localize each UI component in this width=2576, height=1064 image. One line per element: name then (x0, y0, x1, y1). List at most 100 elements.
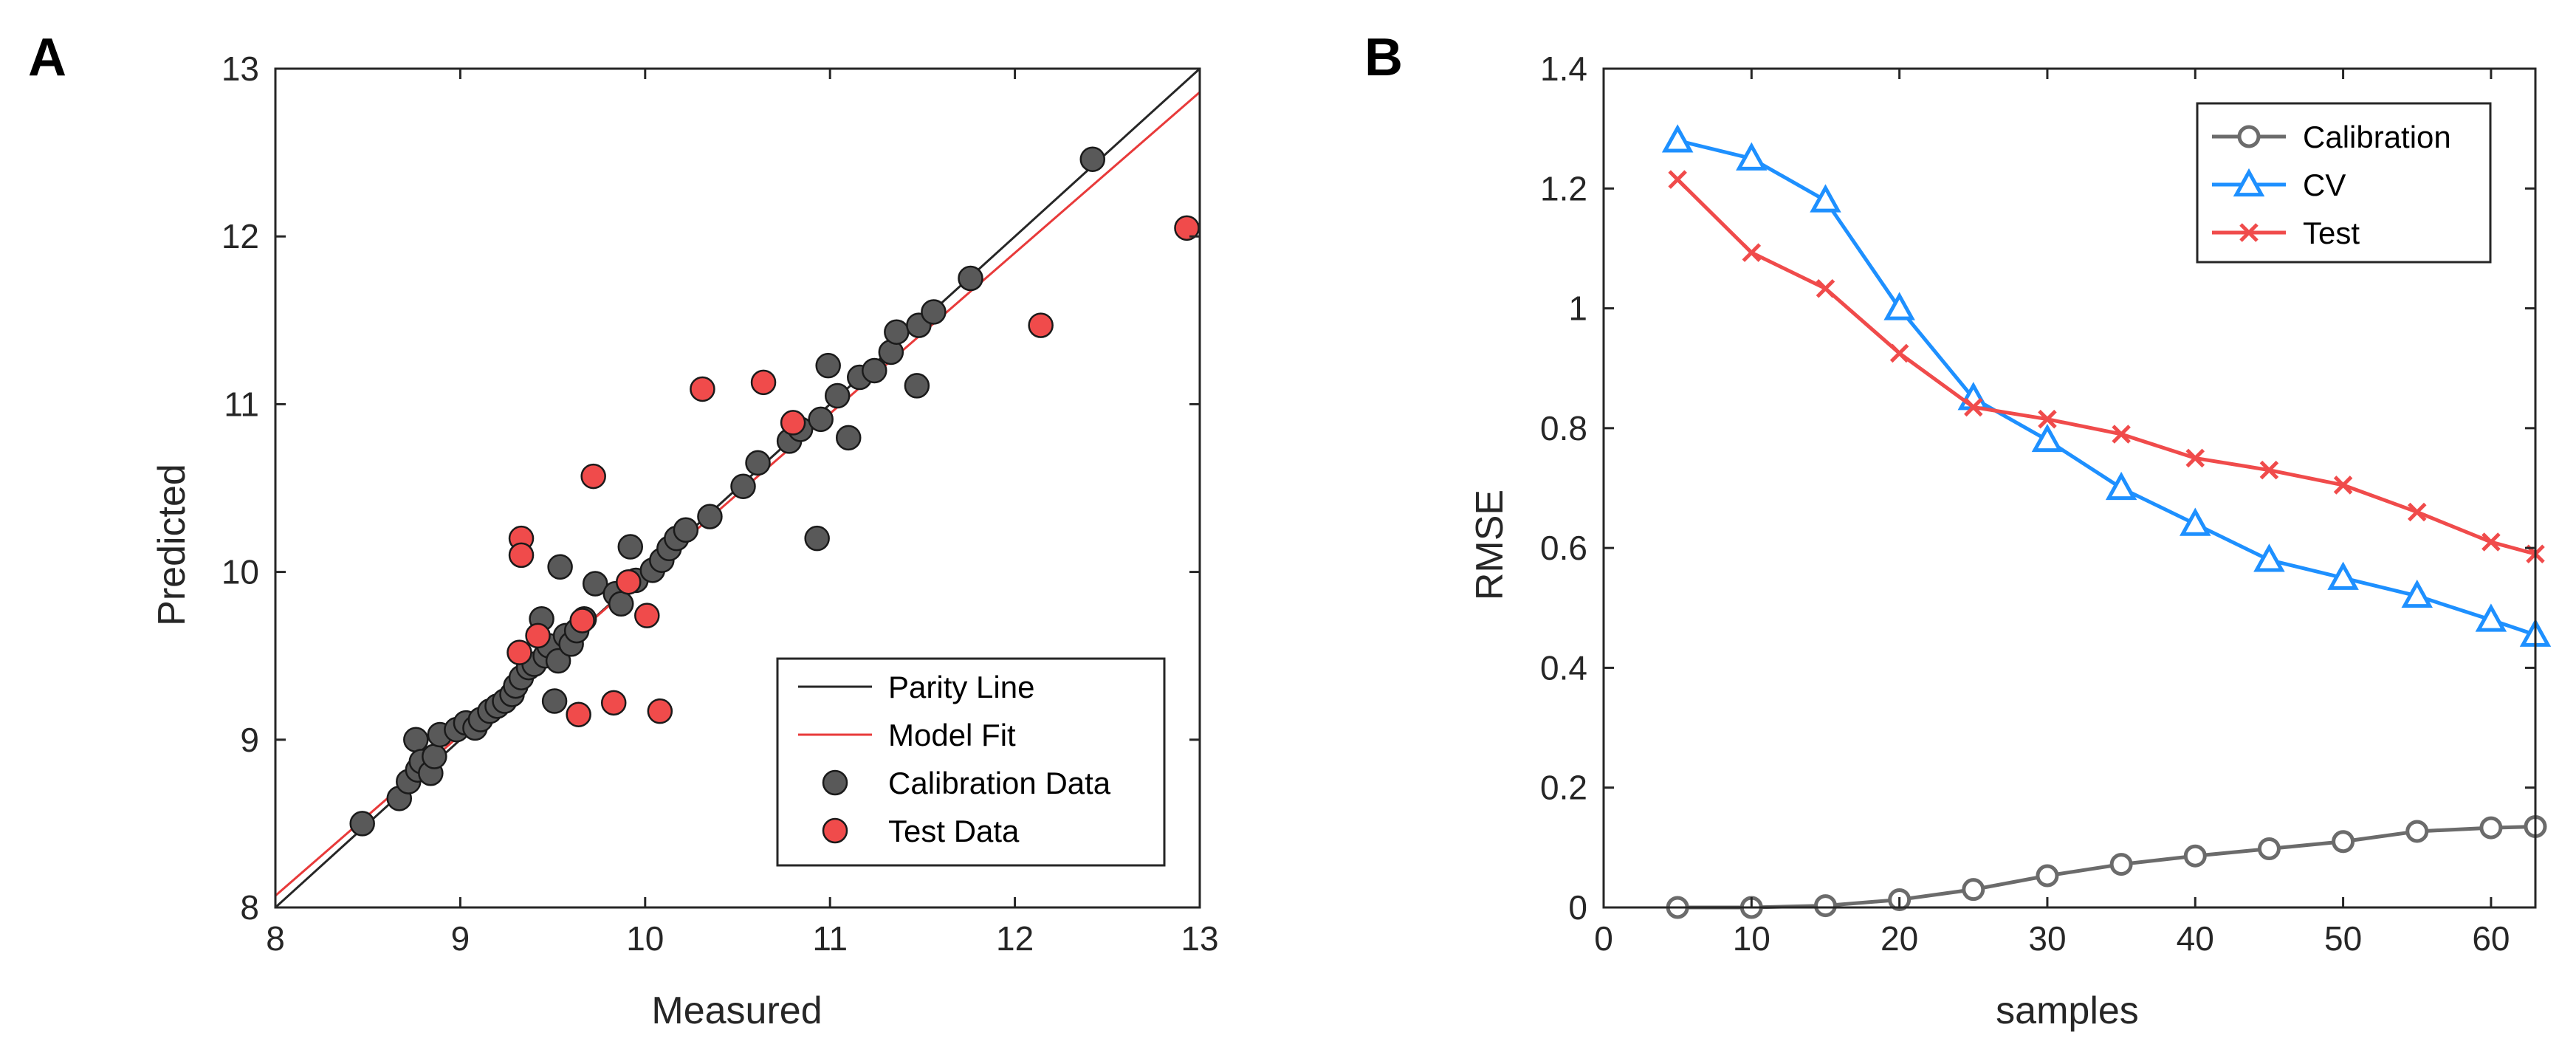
calibration-point (582, 571, 608, 597)
data-point-test (1742, 243, 1762, 262)
calibration-point (745, 450, 771, 476)
test-point (508, 542, 535, 569)
calibration-point (1079, 146, 1106, 172)
calibration-point (403, 727, 429, 753)
data-point-test (1668, 170, 1687, 189)
data-point-cv (1736, 142, 1768, 171)
y-tick-label: 10 (221, 553, 259, 591)
test-point (780, 410, 806, 436)
x-tick-label: 10 (1733, 919, 1770, 958)
data-point-calibration (2332, 830, 2355, 854)
data-point-test (2259, 460, 2279, 480)
panel-a-chart: A Measured Predicted 8 9 10 11 12 13 8 9 10 11 12 1… (28, 28, 1219, 1032)
data-point-cv (2105, 471, 2137, 501)
legend-label: Test (2303, 216, 2360, 250)
data-point-cv (2475, 603, 2507, 632)
legend-marker-swatch (2233, 168, 2265, 197)
data-point-test (1816, 279, 1835, 298)
calibration-point (884, 319, 910, 345)
data-point-calibration (2405, 820, 2429, 843)
test-point (566, 701, 591, 727)
y-tick-label: 0.6 (1540, 529, 1587, 567)
calibration-point (545, 648, 571, 674)
calibration-point (349, 811, 375, 837)
data-point-calibration (2109, 853, 2133, 876)
test-point (1028, 312, 1054, 338)
panel-a-label: A (28, 28, 66, 87)
data-point-calibration (2479, 816, 2503, 840)
data-point-test (2333, 476, 2353, 495)
x-tick-label: 0 (1594, 919, 1613, 958)
test-point (690, 376, 715, 402)
y-tick-label: 0.8 (1540, 409, 1587, 447)
test-point (525, 622, 551, 649)
calibration-point (547, 554, 573, 580)
data-point-calibration (2183, 844, 2207, 868)
calibration-point (958, 265, 983, 292)
y-tick-label: 0.4 (1540, 648, 1587, 687)
series-line-calibration (1677, 824, 2536, 910)
y-tick-label: 9 (240, 721, 259, 759)
y-tick-label: 13 (221, 49, 259, 88)
y-tick-label: 0 (1568, 888, 1587, 927)
x-tick-label: 13 (1181, 919, 1218, 958)
legend-label: CV (2303, 168, 2346, 202)
data-point-test (2481, 532, 2501, 552)
data-point-cv (2180, 507, 2211, 536)
x-tick-label: 9 (451, 919, 470, 958)
x-tick-label: 10 (626, 919, 664, 958)
y-tick-label: 1.4 (1540, 49, 1587, 88)
panel-b-chart: B samples RMSE 0 10 20 30 40 50 60 0 0.2 0.4 0.6 0.… (1364, 28, 2552, 1032)
calibration-point (804, 525, 830, 552)
y-tick-label: 1.2 (1540, 169, 1587, 207)
calibration-point (730, 473, 756, 499)
calibration-point (904, 373, 930, 399)
x-tick-label: 40 (2177, 919, 2214, 958)
panel-b-plot-frame (1602, 67, 2537, 909)
data-point-cv (2253, 543, 2285, 572)
legend-marker-swatch (822, 817, 848, 844)
panel-b-y-axis-label: RMSE (1469, 490, 1511, 600)
data-point-cv (1661, 124, 1694, 153)
x-tick-label: 8 (266, 919, 285, 958)
y-tick-label: 11 (224, 385, 259, 423)
x-tick-label: 30 (2028, 919, 2066, 958)
test-point (600, 690, 627, 716)
calibration-point (824, 382, 851, 409)
calibration-point (921, 299, 947, 325)
calibration-point (422, 744, 447, 769)
data-point-test (2407, 502, 2427, 522)
panel-b-x-axis-label: samples (1996, 989, 2139, 1032)
test-point (616, 569, 642, 595)
test-point (506, 639, 532, 665)
data-point-test (2038, 409, 2057, 429)
y-tick-label: 1 (1568, 289, 1587, 328)
data-point-cv (1810, 184, 1841, 213)
x-tick-label: 60 (2472, 919, 2510, 958)
calibration-point (608, 591, 634, 617)
data-point-cv (2327, 561, 2359, 590)
data-point-calibration (2036, 864, 2059, 888)
calibration-point (815, 352, 841, 379)
y-tick-label: 0.2 (1540, 769, 1587, 807)
y-tick-label: 8 (240, 888, 259, 927)
data-point-calibration (1962, 878, 1985, 902)
panel-a-x-axis-label: Measured (651, 989, 822, 1032)
legend-label: Model Fit (888, 718, 1016, 752)
test-point (634, 603, 660, 628)
x-tick-label: 12 (996, 919, 1034, 958)
data-point-test (1964, 397, 1983, 417)
x-tick-label: 20 (1881, 919, 1918, 958)
legend-marker-swatch (2237, 125, 2261, 148)
calibration-point (673, 517, 699, 543)
legend-marker-swatch (822, 769, 848, 796)
calibration-point (617, 534, 644, 560)
legend-label: Calibration Data (888, 766, 1111, 800)
calibration-point (697, 504, 723, 529)
legend-label: Calibration (2303, 120, 2451, 154)
calibration-point (835, 425, 862, 451)
x-tick-label: 11 (812, 919, 848, 958)
test-point (750, 369, 777, 396)
data-point-test (2185, 448, 2205, 468)
legend-label: Parity Line (888, 670, 1034, 704)
